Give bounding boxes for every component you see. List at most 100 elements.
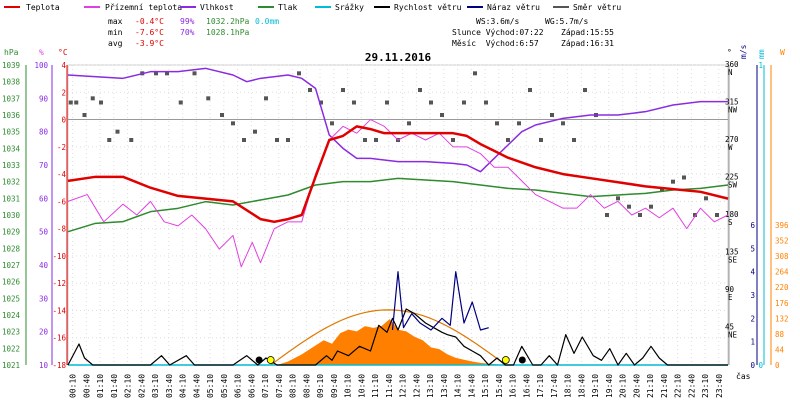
pressure-tick-label: 1028: [2, 244, 21, 253]
wind-direction-point: [74, 100, 79, 105]
x-tick-label: 07:10: [261, 374, 270, 398]
stat-min-label: min: [108, 28, 123, 37]
x-tick-label: 21:10: [646, 374, 655, 398]
stat-min-press: 1028.1hPa: [206, 28, 250, 37]
solar-tick-label: 176: [775, 299, 789, 308]
x-tick-label: 02:10: [124, 374, 133, 398]
x-tick-label: 06:10: [234, 374, 243, 398]
direction-compass-label: N: [728, 68, 733, 77]
x-tick-label: 00:10: [69, 374, 78, 398]
wind-direction-point: [330, 121, 334, 126]
wind-direction-point: [638, 213, 642, 217]
wind-direction-point: [583, 88, 587, 92]
direction-unit: °: [727, 48, 732, 57]
stat-wg: WG:5.7m/s: [545, 17, 589, 26]
stat-avg-temp: -3.9°C: [135, 39, 164, 48]
wind-direction-point: [178, 100, 183, 105]
temperature-tick-label: -14: [52, 306, 66, 315]
direction-compass-label: SW: [728, 181, 738, 190]
direction-tick-label: 180: [725, 210, 739, 219]
wind-direction-point: [154, 71, 158, 76]
x-tick-label: 15:10: [481, 374, 490, 398]
direction-tick-label: 45: [725, 323, 734, 332]
x-tick-label: 15:40: [495, 374, 504, 398]
wind-direction-point: [68, 100, 73, 105]
x-tick-label: 01:40: [110, 374, 119, 398]
solar-tick-label: 352: [775, 237, 789, 246]
x-tick-label: 03:40: [165, 374, 174, 398]
direction-compass-label: NE: [728, 331, 738, 340]
pressure-tick-label: 1032: [2, 178, 20, 187]
sunrise-marker: [266, 356, 275, 364]
wind-direction-point: [115, 129, 120, 134]
wind-direction-point: [82, 113, 87, 117]
x-tick-label: 04:10: [179, 374, 188, 398]
pressure-tick-label: 1025: [2, 294, 20, 303]
legend-pressure: Tlak: [278, 3, 298, 12]
solar-tick-label: 396: [775, 221, 789, 230]
solar-tick-label: 132: [775, 314, 789, 323]
stat-min-hum: 70%: [180, 28, 195, 37]
stat-sun-set: Západ:15:55: [561, 28, 614, 37]
wind-direction-point: [660, 188, 664, 192]
pressure-tick-label: 1037: [2, 94, 20, 103]
pressure-tick-label: 1026: [2, 278, 21, 287]
x-tick-label: 19:10: [591, 374, 600, 398]
x-tick-label: 13:40: [440, 374, 449, 398]
pressure-tick-label: 1021: [2, 361, 20, 370]
stat-max-rain: 0.0mm: [255, 17, 280, 26]
wind-direction-point: [627, 204, 631, 209]
x-tick-label: 12:40: [412, 374, 421, 398]
wind-direction-point: [484, 100, 488, 105]
direction-tick-label: 135: [725, 248, 739, 257]
temperature-line: [67, 125, 729, 224]
x-tick-label: 10:40: [357, 374, 366, 398]
pressure-line: [67, 177, 729, 233]
wind-direction-point: [528, 88, 532, 92]
x-tick-label: 17:40: [550, 374, 559, 398]
stat-moon-rise: Měsíc Východ:6:57: [452, 39, 539, 48]
pressure-tick-label: 1038: [2, 78, 21, 87]
direction-compass-label: S: [728, 218, 733, 227]
solar-tick-label: 220: [775, 283, 789, 292]
x-tick-label: 18:40: [577, 374, 586, 398]
x-tick-label: 11:10: [371, 374, 380, 398]
x-tick-label: 18:10: [564, 374, 573, 398]
direction-compass-label: E: [728, 293, 733, 302]
x-tick-label: 04:40: [192, 374, 201, 398]
x-tick-label: 14:10: [454, 374, 463, 398]
wind-direction-point: [429, 100, 433, 105]
x-tick-label: 01:10: [96, 374, 105, 398]
wind-direction-point: [572, 138, 576, 142]
x-tick-label: 23:40: [715, 374, 724, 398]
wind-direction-point: [363, 138, 367, 142]
wind-tick-label: 5: [750, 244, 755, 253]
stat-max-hum: 99%: [180, 17, 195, 26]
legend-wind-speed: Rychlost větru: [394, 3, 462, 12]
wind-direction-point: [715, 213, 719, 217]
x-tick-label: 19:40: [605, 374, 614, 398]
legend-wind-dir: Směr větru: [573, 3, 622, 12]
wind-direction-point: [242, 138, 246, 142]
humidity-tick-label: 20: [39, 328, 49, 337]
pressure-tick-label: 1034: [2, 144, 21, 153]
wind-direction-point: [440, 113, 444, 117]
solar-tick-label: 0: [775, 361, 780, 370]
pressure-tick-label: 1023: [2, 328, 20, 337]
wind-direction-point: [253, 129, 257, 134]
rain-tick-label: 0: [758, 361, 763, 370]
wind-direction-point: [264, 96, 268, 101]
x-tick-label: 05:40: [220, 374, 229, 398]
wind-direction-point: [165, 71, 169, 76]
stat-ws: WS:3.6m/s: [476, 17, 520, 26]
pressure-unit: hPa: [4, 48, 19, 57]
x-tick-label: 08:40: [302, 374, 311, 398]
rain-unit: mm: [757, 49, 766, 59]
wind-direction-point: [90, 96, 95, 101]
humidity-line: [67, 67, 728, 173]
wind-direction-point: [99, 100, 103, 105]
x-tick-label: 06:40: [247, 374, 256, 398]
wind-direction-point: [129, 138, 134, 142]
wind-direction-point: [451, 138, 455, 142]
